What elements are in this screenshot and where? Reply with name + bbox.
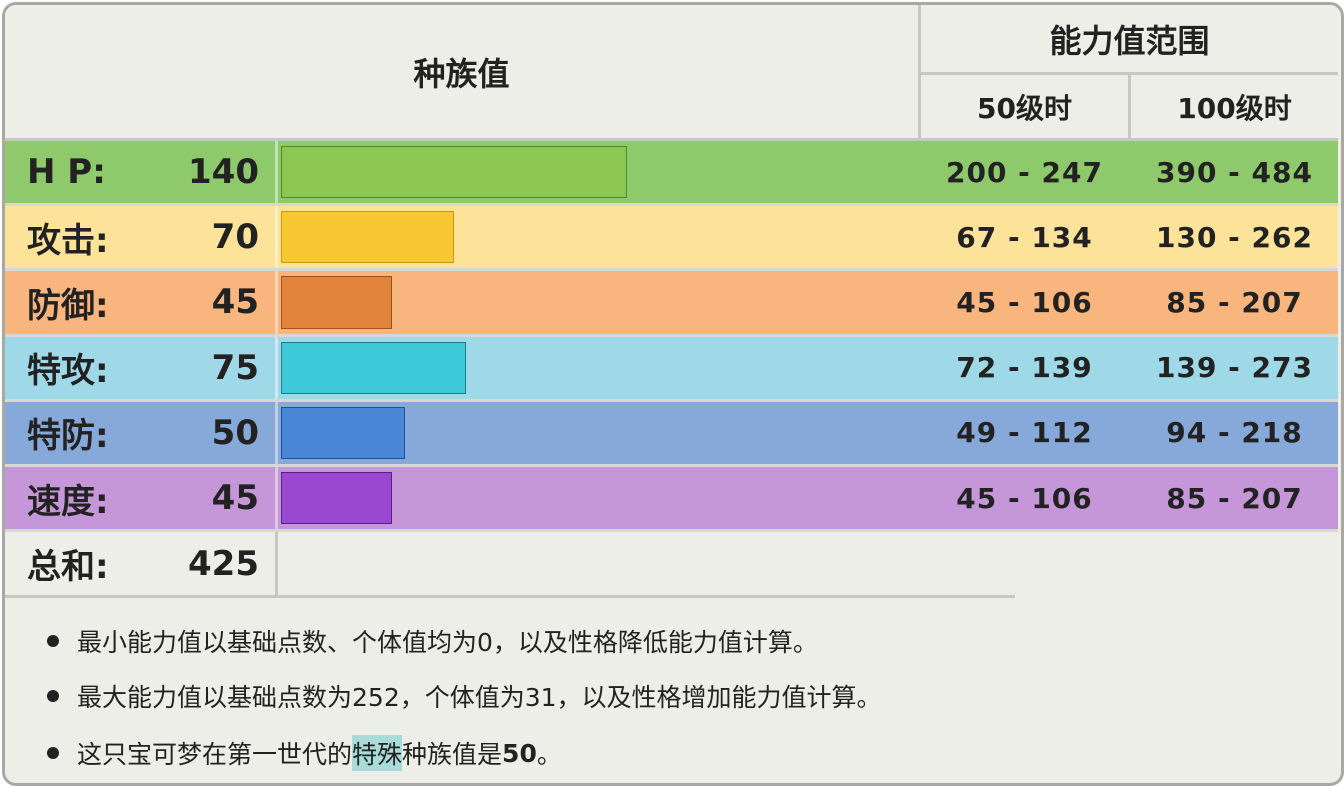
divider-v-bar <box>275 336 278 399</box>
note-min-stats: 最小能力值以基础点数、个体值均为0，以及性格降低能力值计算。 <box>47 623 818 659</box>
stat-value: 45 <box>211 478 259 519</box>
stat-bar <box>281 146 627 199</box>
stat-value: 50 <box>211 412 259 453</box>
special-link[interactable]: 特殊 <box>352 735 403 771</box>
stat-label: 特攻: <box>27 351 109 392</box>
note-text-mid: 种族值是 <box>402 740 503 769</box>
range-50: 72 - 139 <box>956 351 1093 385</box>
stat-value: 70 <box>211 217 259 258</box>
stat-value: 45 <box>211 282 259 323</box>
stat-row <box>5 206 1338 269</box>
note-gen1-special: 这只宝可梦在第一世代的 特殊 种族值是 50 。 <box>47 735 562 771</box>
stat-row <box>5 401 1338 464</box>
divider-v-total <box>275 532 278 595</box>
note-text: 最小能力值以基础点数、个体值均为0，以及性格降低能力值计算。 <box>77 628 818 657</box>
note-max-stats: 最大能力值以基础点数为252，个体值为31，以及性格增加能力值计算。 <box>47 678 882 714</box>
stat-row <box>5 467 1338 530</box>
divider-h-header <box>5 138 1338 141</box>
range-50: 49 - 112 <box>956 416 1093 450</box>
range-col-50-header: 50级时 <box>921 75 1128 138</box>
range-50: 45 - 106 <box>956 481 1093 515</box>
stat-label: 攻击: <box>27 220 109 261</box>
bullet-icon <box>47 690 59 702</box>
note-text-pre: 这只宝可梦在第一世代的 <box>77 740 353 769</box>
stat-row <box>5 141 1338 204</box>
range-50: 200 - 247 <box>945 155 1103 189</box>
divider-h-range-sub <box>921 72 1338 75</box>
divider-v-bar <box>275 401 278 464</box>
range-50: 67 - 134 <box>956 220 1093 254</box>
range-col-100-header: 100级时 <box>1131 75 1338 138</box>
stat-bar <box>281 406 405 459</box>
special-value: 50 <box>502 738 537 768</box>
range-100: 85 - 207 <box>1166 481 1303 515</box>
divider-v-bar <box>275 467 278 530</box>
range-100: 85 - 207 <box>1166 285 1303 319</box>
row-divider <box>5 203 1338 207</box>
range-100: 94 - 218 <box>1166 416 1303 450</box>
note-text-end: 。 <box>536 740 562 769</box>
stat-bar <box>281 276 392 329</box>
note-text: 最大能力值以基础点数为252，个体值为31，以及性格增加能力值计算。 <box>77 683 882 712</box>
stat-range-header: 能力值范围 <box>921 5 1338 72</box>
stat-label: 特防: <box>27 416 109 457</box>
divider-v-bar <box>275 206 278 269</box>
divider-h-total <box>5 595 1015 598</box>
divider-v-bar <box>275 271 278 334</box>
divider-v-bar <box>275 141 278 204</box>
row-divider <box>5 268 1338 272</box>
row-divider <box>5 464 1338 467</box>
stat-value: 140 <box>188 152 259 193</box>
stat-bar <box>281 211 454 264</box>
stat-row <box>5 336 1338 399</box>
bullet-icon <box>47 635 59 647</box>
total-value: 425 <box>188 543 259 584</box>
stat-bar <box>281 472 392 525</box>
row-divider <box>5 529 1338 533</box>
range-50: 45 - 106 <box>956 285 1093 319</box>
stat-value: 75 <box>211 347 259 388</box>
stat-label: 速度: <box>27 481 109 522</box>
range-100: 130 - 262 <box>1155 220 1313 254</box>
range-100: 139 - 273 <box>1155 351 1313 385</box>
stat-label: 防御: <box>27 285 109 326</box>
stat-bar <box>281 341 466 394</box>
row-divider <box>5 398 1338 402</box>
stat-label: H P: <box>27 152 106 193</box>
bullet-icon <box>47 747 59 759</box>
base-stats-header: 种族值 <box>5 5 918 138</box>
total-label: 总和: <box>27 547 109 587</box>
row-divider <box>5 333 1338 337</box>
range-100: 390 - 484 <box>1155 155 1313 189</box>
stat-row <box>5 271 1338 334</box>
